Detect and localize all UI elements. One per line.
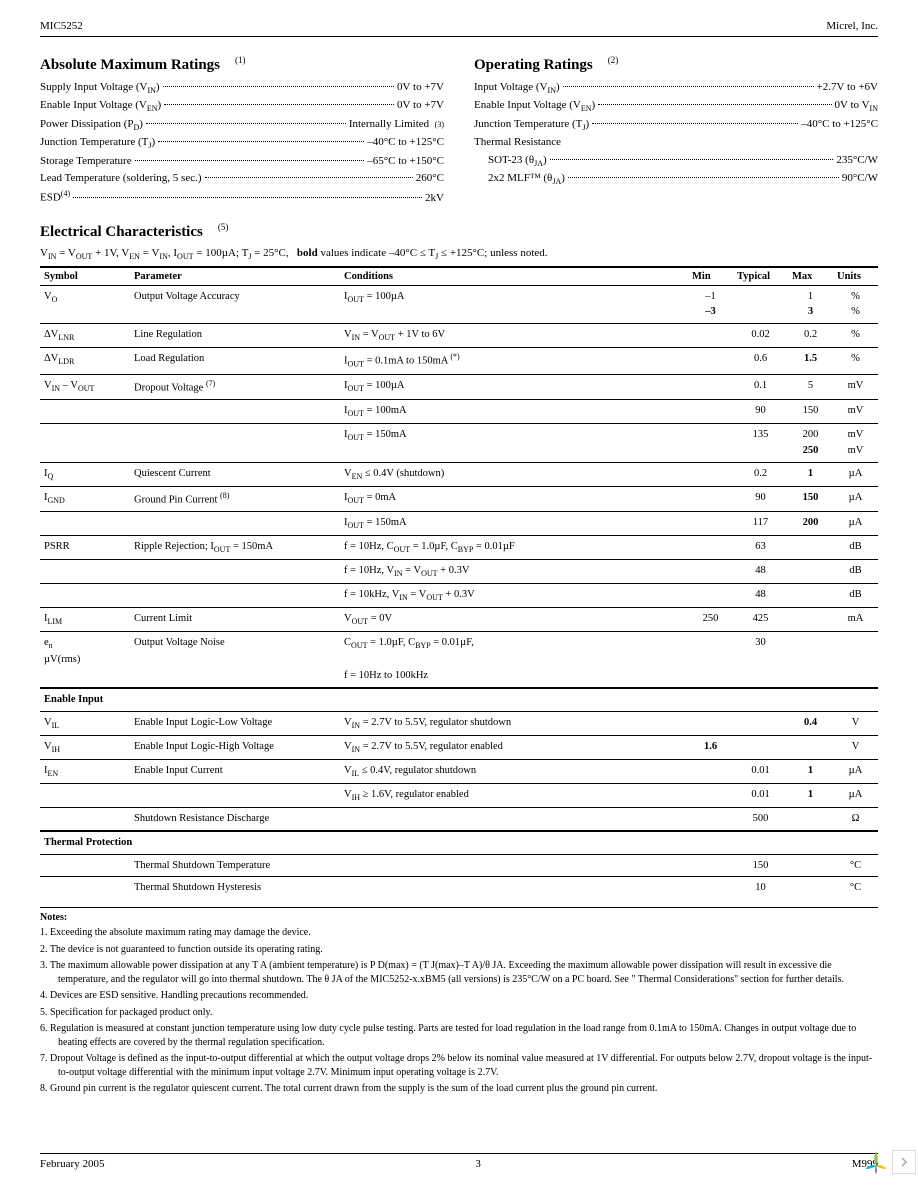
table-row: ΔVLDRLoad RegulationIOUT = 0.1mA to 150m… (40, 348, 878, 375)
rating-line: SOT-23 (θJA)235°C/W (488, 153, 878, 169)
th-parameter: Parameter (130, 267, 340, 286)
table-row: Thermal Shutdown Hysteresis10°C (40, 877, 878, 899)
section-header-row: Enable Input (40, 688, 878, 711)
table-row: VOOutput Voltage AccuracyIOUT = 100µA–1–… (40, 285, 878, 324)
table-row: IOUT = 150mA135200250mVmV (40, 424, 878, 463)
note-item: 4. Devices are ESD sensitive. Handling p… (40, 989, 878, 1003)
rating-line: Junction Temperature (TJ)–40°C to +125°C (474, 117, 878, 133)
ec-conditions: VIN = VOUT + 1V, VEN = VIN, IOUT = 100µA… (40, 247, 878, 261)
th-max: Max (788, 267, 833, 286)
table-row: IOUT = 150mA117200µA (40, 511, 878, 535)
logo-icon (862, 1148, 890, 1176)
spec-table: Symbol Parameter Conditions Min Typical … (40, 266, 878, 900)
rating-line: Enable Input Voltage (VEN)0V to +7V (40, 98, 444, 114)
th-typical: Typical (733, 267, 788, 286)
th-min: Min (688, 267, 733, 286)
table-row: VIN – VOUTDropout Voltage (7)IOUT = 100µ… (40, 374, 878, 399)
table-row: VIHEnable Input Logic-High VoltageVIN = … (40, 735, 878, 759)
page-header: MIC5252 Micrel, Inc. (40, 20, 878, 37)
th-conditions: Conditions (340, 267, 688, 286)
table-row: IENEnable Input CurrentVIL ≤ 0.4V, regul… (40, 759, 878, 783)
thermal-resistance-header: Thermal Resistance (474, 135, 878, 150)
table-row: VILEnable Input Logic-Low VoltageVIN = 2… (40, 711, 878, 735)
part-number: MIC5252 (40, 20, 83, 32)
rating-line: Enable Input Voltage (VEN)0V to VIN (474, 98, 878, 114)
note-item: 5. Specification for packaged product on… (40, 1006, 878, 1020)
note-item: 6. Regulation is measured at constant ju… (40, 1022, 878, 1049)
note-item: 3. The maximum allowable power dissipati… (40, 959, 878, 986)
page-footer: February 2005 3 M999 (40, 1153, 878, 1170)
table-row: Shutdown Resistance Discharge500Ω (40, 808, 878, 831)
rating-line: Storage Temperature–65°C to +150°C (40, 154, 444, 169)
ratings-section: Absolute Maximum Ratings (1) Supply Inpu… (40, 47, 878, 208)
note-item: 8. Ground pin current is the regulator q… (40, 1082, 878, 1096)
note-item: 2. The device is not guaranteed to funct… (40, 943, 878, 957)
table-header-row: Symbol Parameter Conditions Min Typical … (40, 267, 878, 286)
section-header-row: Thermal Protection (40, 831, 878, 854)
rating-line: Input Voltage (VIN)+2.7V to +6V (474, 80, 878, 96)
operating-ratings: Operating Ratings (2) Input Voltage (VIN… (474, 47, 878, 208)
rating-line: Lead Temperature (soldering, 5 sec.)260°… (40, 171, 444, 186)
rating-line: 2x2 MLF™ (θJA)90°C/W (488, 171, 878, 187)
notes-section: Notes: 1. Exceeding the absolute maximum… (40, 907, 878, 1096)
rating-line: Power Dissipation (PD)Internally Limited… (40, 117, 444, 133)
company-name: Micrel, Inc. (826, 20, 878, 32)
footer-page-number: 3 (475, 1158, 481, 1170)
table-row: Thermal Shutdown Temperature150°C (40, 854, 878, 877)
table-row: f = 10kHz, VIN = VOUT + 0.3V48dB (40, 584, 878, 608)
table-row: VIH ≥ 1.6V, regulator enabled0.011µA (40, 783, 878, 807)
th-units: Units (833, 267, 878, 286)
chevron-right-icon[interactable] (892, 1150, 916, 1174)
electrical-characteristics-title: Electrical Characteristics (5) (40, 222, 878, 241)
footer-date: February 2005 (40, 1158, 104, 1170)
abs-max-ratings: Absolute Maximum Ratings (1) Supply Inpu… (40, 47, 444, 208)
table-row: enµV(rms)Output Voltage NoiseCOUT = 1.0µ… (40, 632, 878, 688)
note-item: 1. Exceeding the absolute maximum rating… (40, 926, 878, 940)
rating-line: Junction Temperature (TJ)–40°C to +125°C (40, 135, 444, 151)
op-ratings-title: Operating Ratings (2) (474, 55, 878, 74)
th-symbol: Symbol (40, 267, 130, 286)
table-row: IQQuiescent CurrentVEN ≤ 0.4V (shutdown)… (40, 462, 878, 486)
table-row: ΔVLNRLine RegulationVIN = VOUT + 1V to 6… (40, 324, 878, 348)
table-row: ILIMCurrent LimitVOUT = 0V250425mA (40, 608, 878, 632)
rating-line: Supply Input Voltage (VIN)0V to +7V (40, 80, 444, 96)
table-row: f = 10Hz, VIN = VOUT + 0.3V48dB (40, 560, 878, 584)
abs-max-title: Absolute Maximum Ratings (1) (40, 55, 444, 74)
table-row: IOUT = 100mA90150mV (40, 399, 878, 423)
table-row: PSRRRipple Rejection; IOUT = 150mAf = 10… (40, 535, 878, 559)
rating-line: ESD(4)2kV (40, 188, 444, 206)
datasheet-page: MIC5252 Micrel, Inc. Absolute Maximum Ra… (0, 0, 918, 1188)
table-row: IGNDGround Pin Current (8)IOUT = 0mA9015… (40, 486, 878, 511)
notes-title: Notes: (40, 912, 878, 923)
note-item: 7. Dropout Voltage is defined as the inp… (40, 1052, 878, 1079)
